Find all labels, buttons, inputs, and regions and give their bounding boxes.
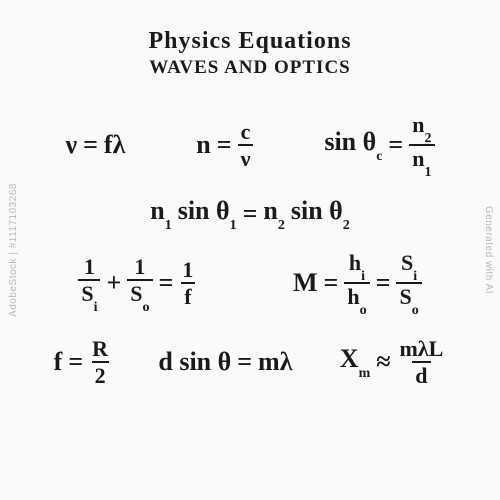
rhs: fλ	[104, 132, 125, 158]
equals: =	[159, 270, 174, 296]
equations-container: ν = fλ n = c ν sin θc = n2 n1 n1 sin θ1 …	[0, 79, 500, 387]
equals: =	[68, 349, 83, 375]
equation-row: 1 Si + 1 So = 1 f M = hi ho = Si	[30, 251, 470, 314]
equals: =	[237, 349, 252, 375]
symbol-nu: ν	[65, 132, 77, 158]
fraction: 1 Si	[78, 255, 100, 312]
fraction: Si So	[396, 251, 421, 314]
lhs: Xm	[340, 346, 370, 377]
focal-length-equation: f = R 2	[54, 337, 111, 387]
page-subtitle: WAVES AND OPTICS	[0, 57, 500, 79]
fraction: mλL d	[397, 337, 447, 387]
plus: +	[106, 270, 121, 296]
snells-law-equation: n1 sin θ1 = n2 sin θ2	[150, 198, 350, 229]
equation-row: f = R 2 d sin θ = mλ Xm ≈ mλL d	[30, 337, 470, 387]
fraction: 1 f	[179, 258, 196, 308]
wave-equation: ν = fλ	[65, 132, 125, 158]
equals: =	[243, 201, 258, 227]
fraction: hi ho	[344, 251, 369, 314]
equals: =	[376, 270, 391, 296]
title-block: Physics Equations WAVES AND OPTICS	[0, 0, 500, 79]
critical-angle-equation: sin θc = n2 n1	[324, 113, 434, 176]
fringe-spacing-equation: Xm ≈ mλL d	[340, 337, 447, 387]
watermark-right: Generated with AI	[483, 206, 494, 294]
diffraction-equation: d sin θ = mλ	[158, 349, 292, 375]
fraction: R 2	[89, 337, 111, 387]
lhs: d sin θ	[158, 349, 231, 375]
magnification-equation: M = hi ho = Si So	[293, 251, 422, 314]
fraction: c ν	[238, 120, 254, 170]
page-title: Physics Equations	[0, 28, 500, 55]
refractive-index-equation: n = c ν	[196, 120, 253, 170]
lhs: f	[54, 349, 63, 375]
lhs: M	[293, 270, 318, 296]
rhs: mλ	[258, 349, 292, 375]
equals: =	[388, 132, 403, 158]
fraction: n2 n1	[409, 113, 434, 176]
equals: =	[324, 270, 339, 296]
equals: =	[217, 132, 232, 158]
equation-row: ν = fλ n = c ν sin θc = n2 n1	[30, 113, 470, 176]
lhs: n	[196, 132, 210, 158]
lens-equation: 1 Si + 1 So = 1 f	[78, 255, 196, 312]
equation-row: n1 sin θ1 = n2 sin θ2	[30, 198, 470, 229]
approx: ≈	[376, 349, 390, 375]
watermark-left: AdobeStock | #1117103268	[8, 183, 19, 317]
lhs: sin θc	[324, 129, 382, 160]
fraction: 1 So	[127, 255, 152, 312]
equals: =	[83, 132, 98, 158]
